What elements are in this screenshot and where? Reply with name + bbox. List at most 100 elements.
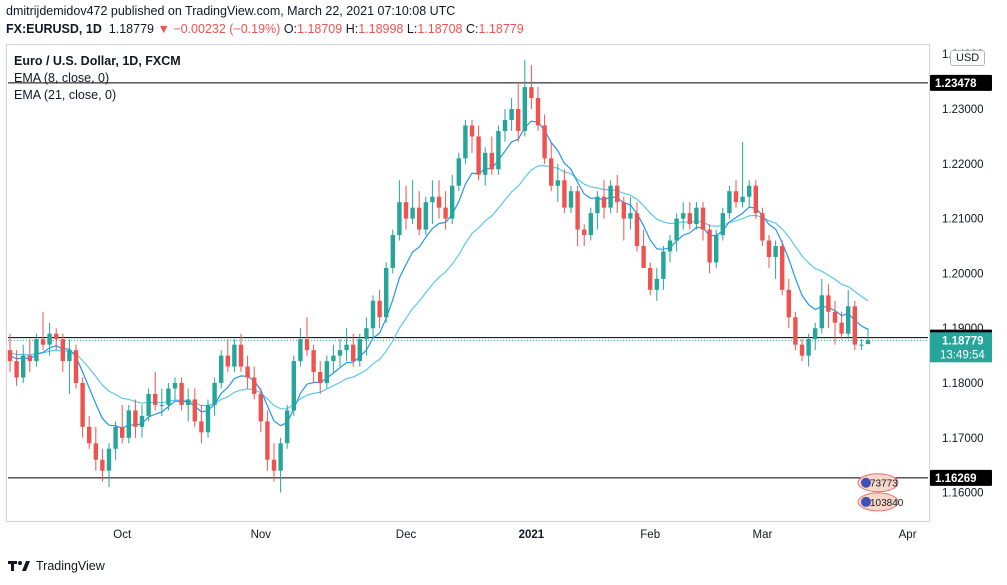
candle-body [575,191,580,230]
candle-body [608,185,613,208]
low-label: L: [406,22,418,36]
chart-pane[interactable] [6,44,930,522]
candle-body [364,328,369,340]
candle-body [219,355,224,384]
candle-body [727,191,732,214]
candle-body [667,240,673,252]
candle-body [67,350,72,362]
candle-body [661,251,666,279]
us-flag-icon [861,496,871,507]
candle-body [87,426,92,444]
candle-body [27,355,32,362]
candle-body [674,218,679,241]
currency-badge[interactable]: USD [950,50,986,66]
x-tick-label: Oct [113,529,132,541]
candle-body [172,383,178,389]
candle-body [687,213,692,225]
close-value: 1.18779 [478,22,524,36]
candle-body [238,344,244,367]
candle-body [509,109,514,120]
current-price-tag [930,332,992,363]
candle-body [773,246,778,257]
candle-body [126,410,131,438]
candle-body [588,213,593,236]
candle-body [304,339,310,351]
candle-body [819,295,824,329]
candle-body [621,202,626,219]
y-tick-label: 1.20000 [942,268,984,280]
candle-body [298,339,303,362]
candle-body [324,361,329,384]
candle-body [403,202,409,219]
candle-body [54,333,59,340]
candle-body [225,355,230,367]
candle-body [252,377,257,394]
last-price: 1.18779 [108,22,154,36]
candle-body [278,443,283,471]
candle-body [166,388,171,405]
candle-body [80,383,85,427]
y-tick-label: 1.16000 [942,488,984,500]
candle-body [483,152,488,175]
candle-body [443,207,448,219]
candle-body [146,393,151,416]
candle-body [14,361,19,378]
candle-body [865,340,871,345]
candle-body [786,289,791,318]
candle-body [694,207,699,225]
candle-body [628,213,633,219]
candle-body [707,229,712,263]
candle-body [436,196,442,208]
candle-body [740,196,745,203]
x-tick-label: Feb [640,529,660,541]
candle-body [826,295,831,312]
candle-body [720,213,725,236]
high-value: 1.18998 [358,22,404,36]
open-label: O: [283,22,298,36]
candle-body [331,355,336,362]
ohlc-bar: FX:EURUSD, 1D 1.18779 ▼ −0.00232 (−0.19%… [6,22,524,36]
x-tick-label: Dec [396,529,417,541]
candle-body [469,125,475,137]
legend-ema-slow[interactable]: EMA (21, close, 0) [14,88,117,102]
candle-body [60,339,65,362]
candle-body [529,87,534,99]
publish-info: dmitrijdemidov472 published on TradingVi… [6,4,455,18]
candle-body [522,87,527,131]
candle-body [568,191,574,208]
candle-body [311,350,316,373]
footer-brand-text: TradingView [36,559,105,573]
legend-ema-fast[interactable]: EMA (8, close, 0) [14,71,110,85]
candle-body [417,207,422,230]
candle-body [456,158,461,186]
y-tick-label: 1.17000 [942,433,984,445]
candle-body [648,267,653,290]
y-tick-label: 1.18000 [942,378,984,390]
footer-branding[interactable]: TradingView [8,559,105,573]
x-tick-label: Apr [899,529,917,541]
candle-body [232,344,237,367]
candle-body [285,410,290,444]
price-change: ▼ −0.00232 (−0.19%) [157,22,281,36]
candle-body [357,339,362,362]
candle-body [549,158,554,186]
candle-body [430,196,435,203]
candle-body [681,213,686,219]
candle-body [476,136,481,175]
candle-body [780,246,785,290]
candle-body [73,350,79,384]
candle-body [852,306,857,345]
x-tick-label: 2021 [519,529,545,541]
candle-body [747,185,752,197]
candle-body [258,393,263,422]
high-label: H: [345,22,359,36]
candle-body [40,339,46,345]
candle-body [384,267,389,318]
candle-body [120,426,125,438]
candle-body [337,350,343,356]
level-price-tag [930,469,992,486]
close-label: C: [465,22,479,36]
candle-body [634,213,640,247]
level-price-label: 1.16269 [935,473,977,485]
